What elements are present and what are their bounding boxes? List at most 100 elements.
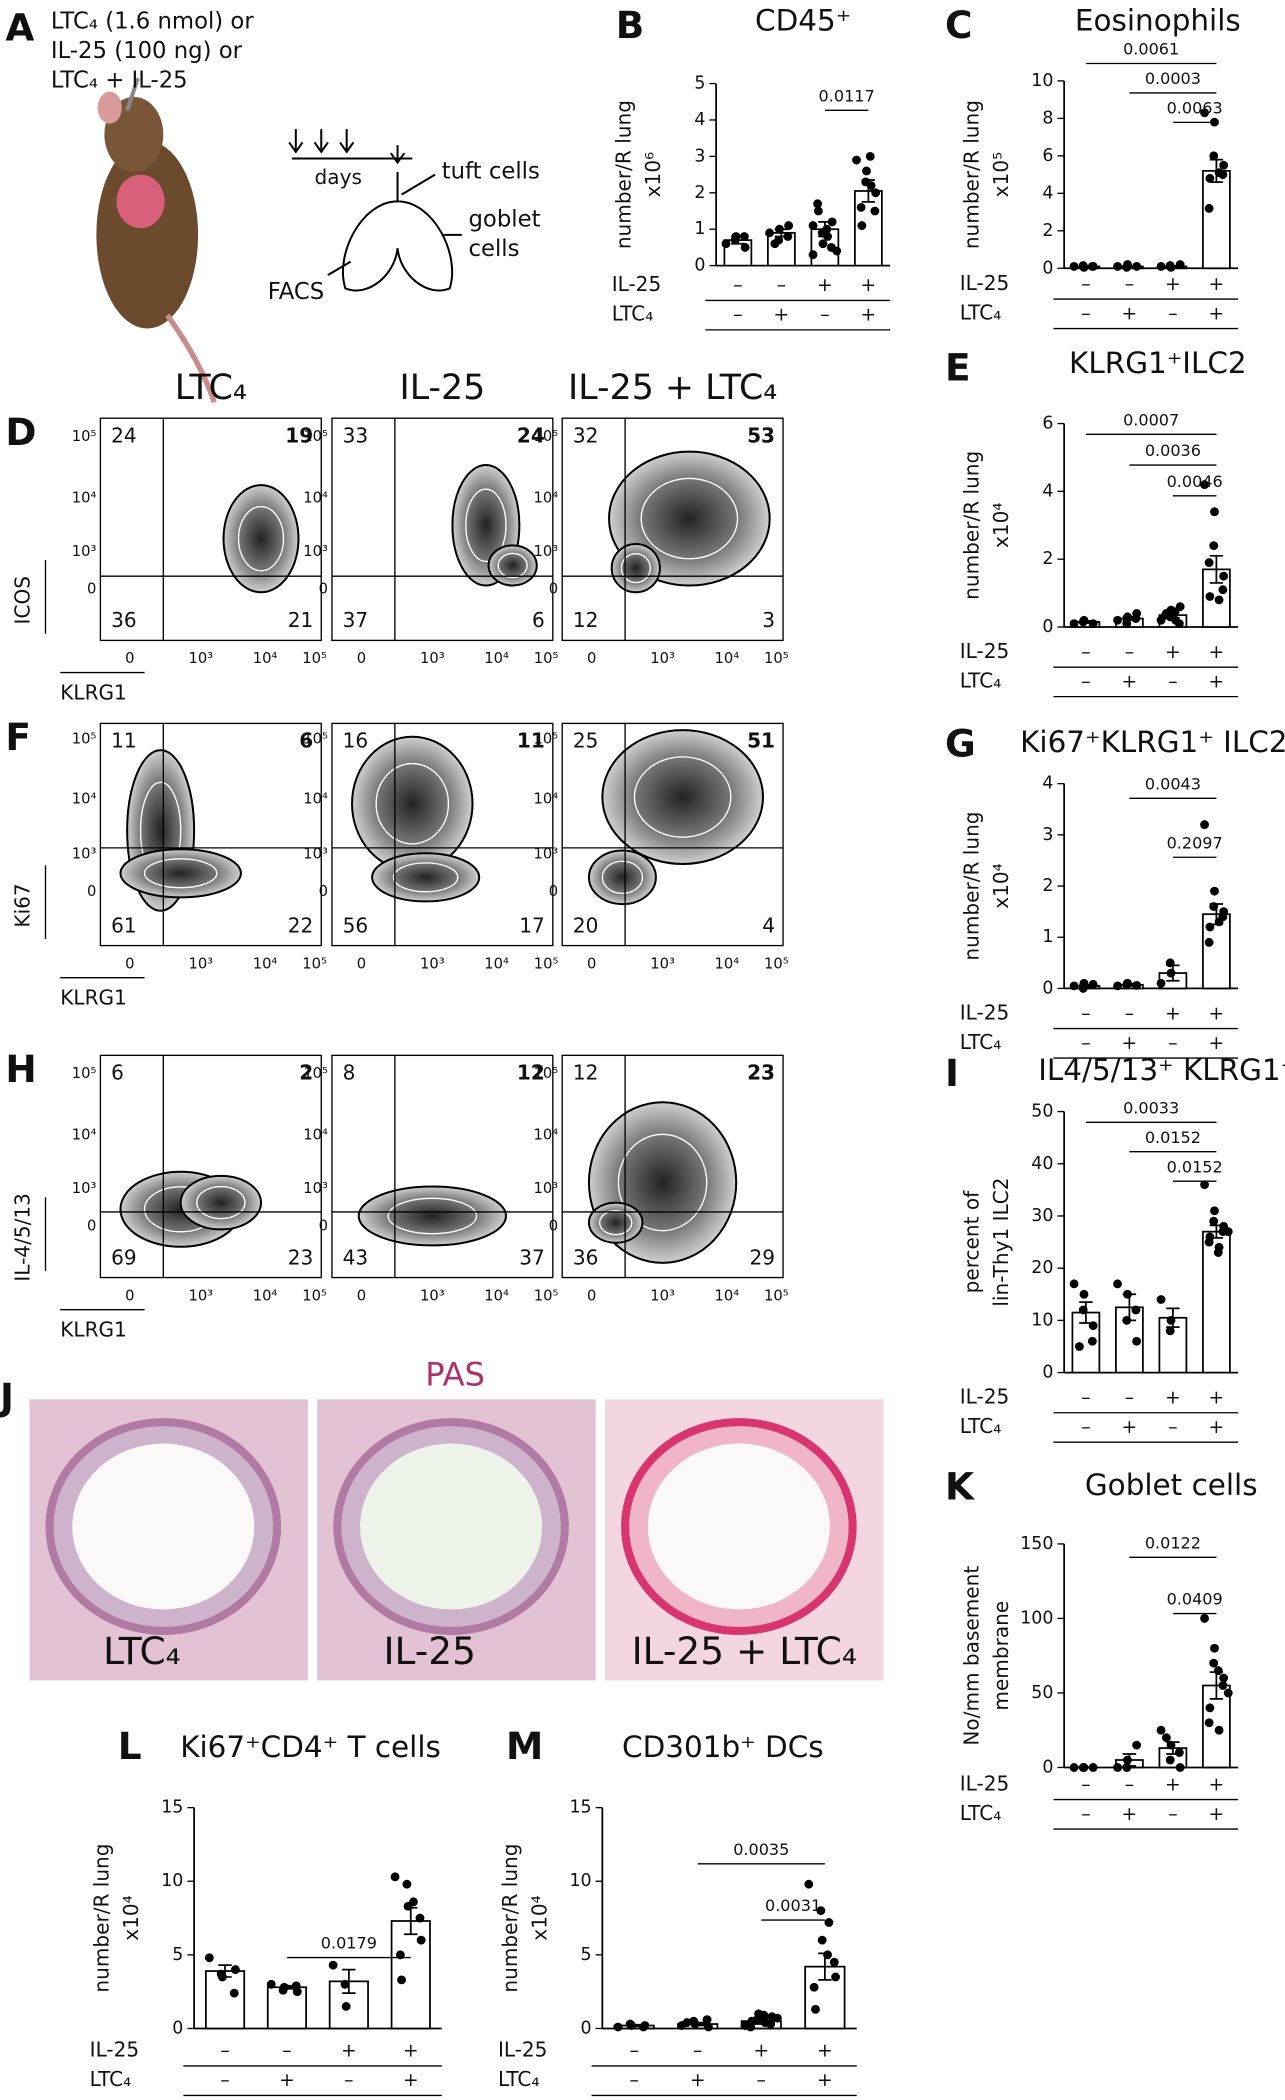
condition-name: IL-25 <box>960 1771 1010 1795</box>
condition-sign: + <box>1122 1804 1138 1825</box>
data-point <box>1088 979 1098 989</box>
bar <box>1202 1230 1231 1374</box>
condition-sign: – <box>1168 1417 1177 1438</box>
data-point <box>1200 108 1209 118</box>
condition-sign: + <box>1165 274 1181 295</box>
data-point <box>627 2021 636 2030</box>
quadrant-percent: 6 <box>299 729 313 753</box>
y-tick-label: 4 <box>1042 774 1053 794</box>
y-tick-label: 0 <box>1042 617 1053 637</box>
y-tick-label: 50 <box>1031 1683 1053 1703</box>
flow-y-tick: 10³ <box>534 1180 559 1197</box>
quadrant-percent: 23 <box>747 1061 775 1085</box>
quadrant-percent: 2 <box>299 1061 313 1085</box>
flow-x-tick: 10⁴ <box>253 650 278 667</box>
data-point <box>1214 168 1224 178</box>
density-contour <box>222 484 300 594</box>
flow-y-tick: 10⁴ <box>303 791 328 808</box>
data-point <box>409 1897 418 1907</box>
y-axis-label: number/R lung <box>960 811 984 960</box>
density-contour <box>465 488 507 563</box>
density-contour <box>617 1133 708 1232</box>
flow-y-tick: 10⁴ <box>72 791 97 808</box>
flow-y-tick: 10⁴ <box>534 490 559 507</box>
condition-sign: – <box>733 275 742 296</box>
data-point <box>704 2022 713 2032</box>
flow-x-tick: 0 <box>587 650 596 667</box>
y-tick-label: 30 <box>1031 1206 1053 1226</box>
data-point <box>1122 980 1132 990</box>
data-point <box>783 232 793 241</box>
days-label: days <box>315 165 362 189</box>
data-point <box>1123 1755 1132 1765</box>
data-point <box>1200 1614 1209 1623</box>
data-point <box>1078 1763 1088 1772</box>
condition-name: IL-25 <box>960 1385 1010 1409</box>
data-point <box>813 206 823 216</box>
density-contour <box>357 1185 507 1247</box>
quadrant-percent: 37 <box>519 1245 545 1269</box>
condition-sign: – <box>1081 303 1090 324</box>
y-axis-label: x10⁶ <box>641 152 665 197</box>
quadrant-percent: 29 <box>749 1245 775 1269</box>
y-tick-label: 0 <box>1042 978 1053 998</box>
y-tick-label: 10 <box>161 1871 183 1891</box>
flow-y-tick: 0 <box>319 1218 328 1235</box>
p-value: 0.0046 <box>1167 472 1223 491</box>
data-point <box>1078 984 1088 993</box>
flow-x-tick: 10⁴ <box>484 650 509 667</box>
flow-x-label: KLRG1 <box>60 1318 127 1342</box>
data-point <box>1165 958 1175 968</box>
data-point <box>682 2018 692 2028</box>
condition-sign: + <box>1209 1804 1225 1825</box>
data-point <box>690 2019 700 2029</box>
flow-x-tick: 10³ <box>420 955 445 972</box>
flow-y-tick: 10⁵ <box>534 428 559 445</box>
flow-y-tick: 10⁵ <box>72 428 97 445</box>
quadrant-percent: 6 <box>532 608 545 632</box>
flow-y-tick: 10³ <box>534 543 559 560</box>
panel-letter: I <box>945 1051 959 1095</box>
data-point <box>1156 978 1166 988</box>
quadrant-percent: 4 <box>762 913 775 937</box>
flow-x-tick: 10⁴ <box>715 955 740 972</box>
condition-sign: + <box>403 2070 419 2091</box>
flow-x-tick: 10⁵ <box>534 650 559 667</box>
condition-name: LTC₄ <box>960 668 1002 692</box>
condition-sign: – <box>1168 671 1177 692</box>
y-axis-label: percent of <box>960 1190 984 1293</box>
flow-y-tick: 10⁵ <box>303 428 328 445</box>
data-point <box>760 2018 770 2028</box>
condition-sign: – <box>1168 1033 1177 1054</box>
y-tick-label: 20 <box>1031 1258 1053 1278</box>
y-tick-label: 10 <box>1031 71 1053 91</box>
data-point <box>1132 1740 1142 1750</box>
quadrant-percent: 11 <box>111 729 137 753</box>
data-point <box>809 1982 819 1992</box>
data-point <box>390 1872 400 1882</box>
data-point <box>1122 262 1132 272</box>
quadrant-percent: 56 <box>343 913 369 937</box>
data-point <box>1069 262 1079 271</box>
data-point <box>1205 592 1215 601</box>
y-tick-label: 6 <box>1042 146 1053 166</box>
y-tick-label: 40 <box>1031 1154 1053 1174</box>
quadrant-percent: 21 <box>288 608 314 632</box>
data-point <box>1156 262 1166 271</box>
y-tick-label: 5 <box>581 1945 592 1965</box>
data-point <box>1161 610 1171 620</box>
timeline-arrows <box>288 129 406 165</box>
data-point <box>1223 1688 1233 1698</box>
flow-y-tick: 0 <box>549 581 558 598</box>
condition-sign: – <box>1081 642 1090 663</box>
p-value: 0.0036 <box>1145 441 1201 460</box>
quadrant-percent: 69 <box>111 1245 137 1269</box>
chart-title: Ki67⁺KLRG1⁺ ILC2 <box>1020 725 1285 759</box>
condition-sign: + <box>1209 1774 1225 1795</box>
quadrant-percent: 33 <box>343 423 369 447</box>
quadrant-percent: 24 <box>111 423 137 447</box>
condition-name: LTC₄ <box>960 1030 1002 1054</box>
data-point <box>1132 980 1142 990</box>
bar <box>1202 169 1231 270</box>
data-point <box>818 239 828 249</box>
